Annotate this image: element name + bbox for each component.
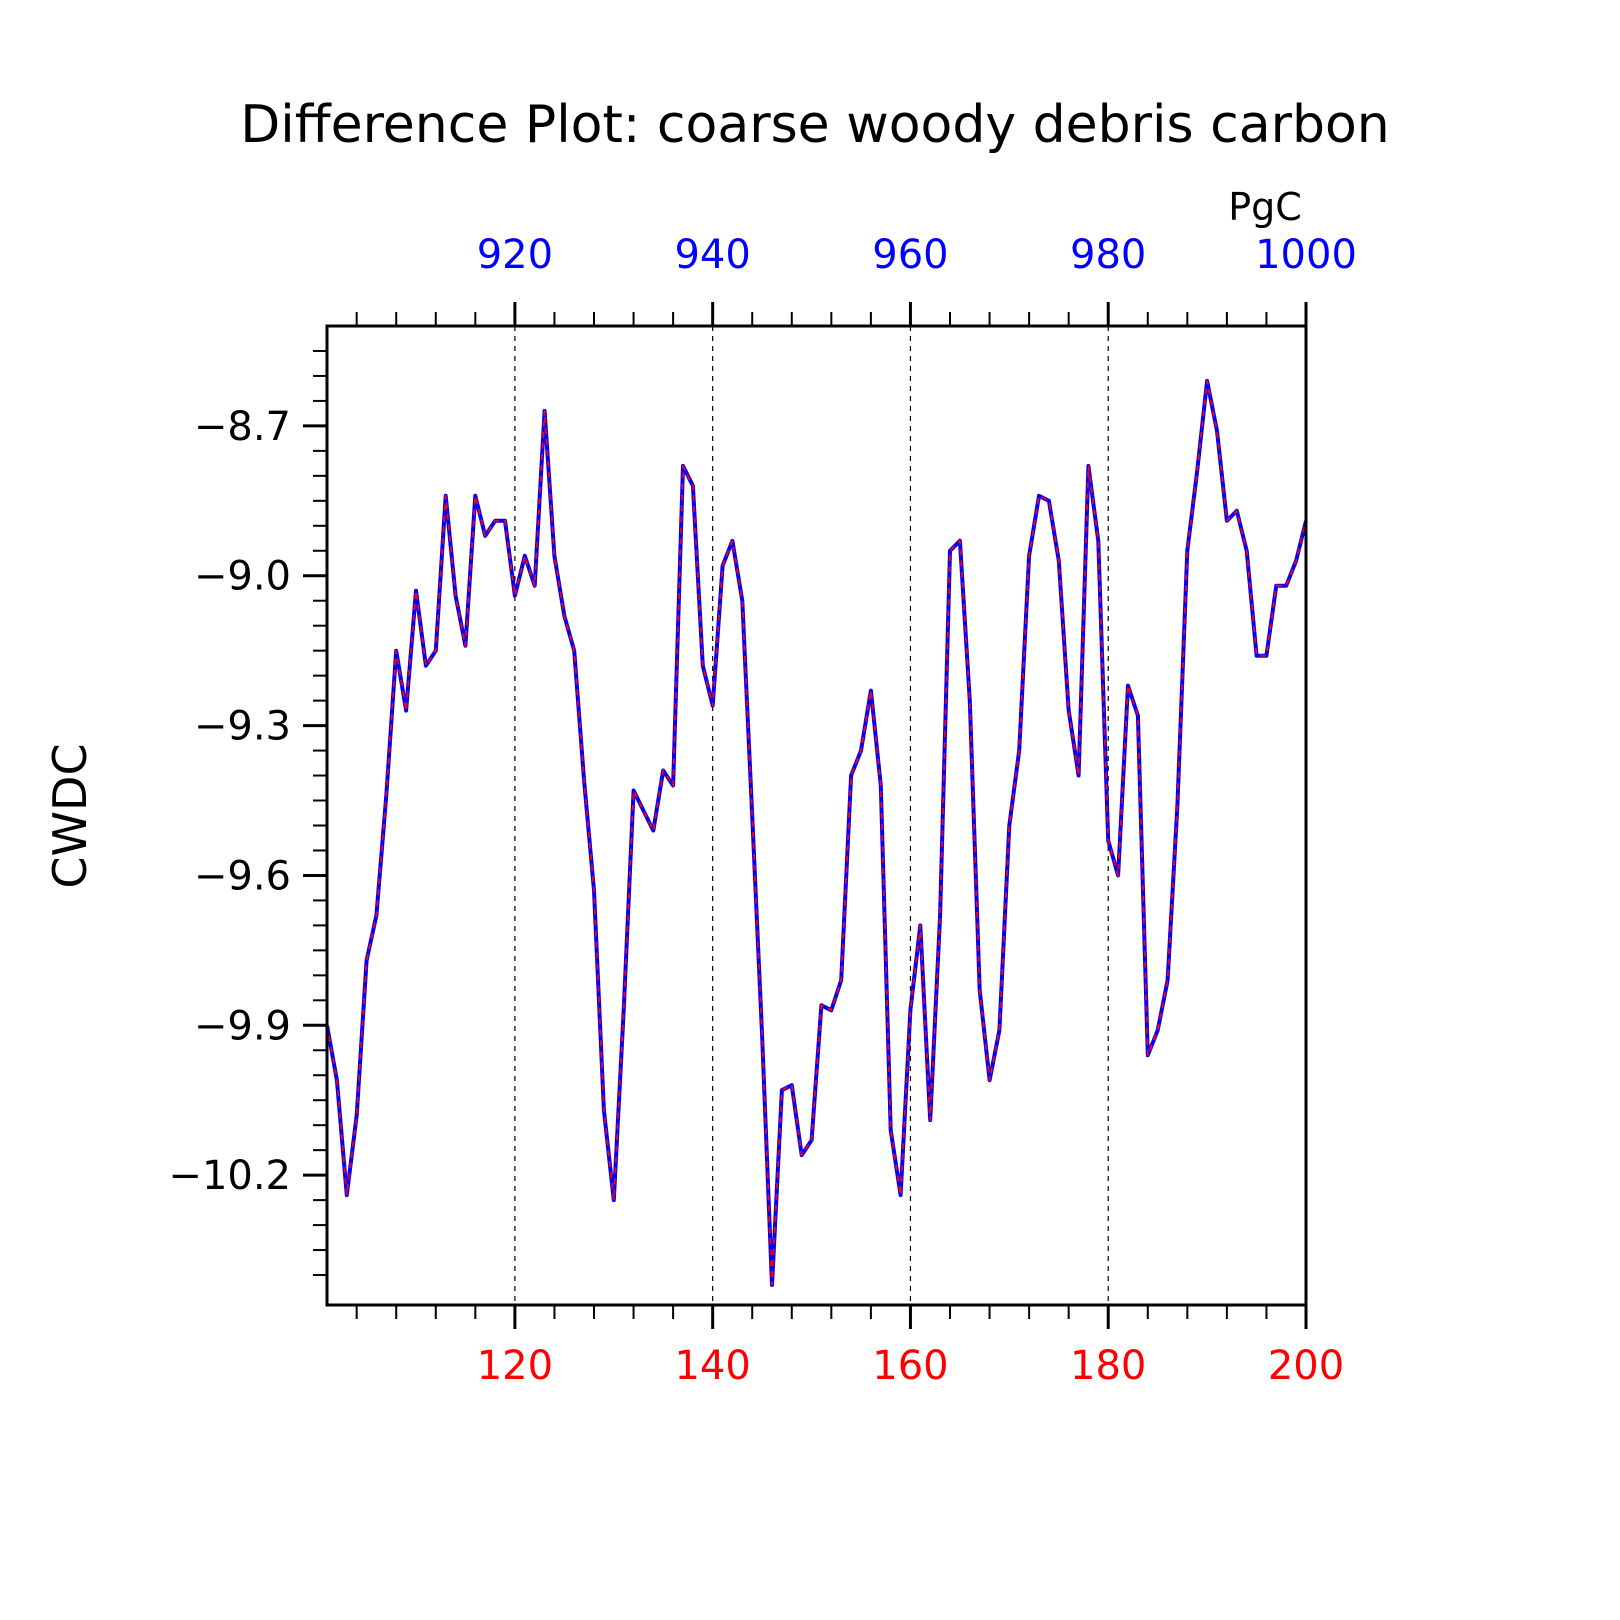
units-label: PgC	[1228, 185, 1302, 229]
y-tick-label: −9.0	[194, 554, 291, 600]
y-tick-label: −8.7	[194, 404, 291, 450]
y-tick-label: −10.2	[168, 1153, 291, 1199]
vertical-grid	[514, 326, 1109, 1305]
y-axis-label: CWDC	[43, 743, 97, 888]
top-tick-label: 920	[477, 232, 553, 278]
x-tick-label: 180	[1070, 1343, 1146, 1389]
plot-frame	[325, 324, 1308, 1307]
x-tick-label: 140	[674, 1343, 750, 1389]
x-tick-label: 160	[872, 1343, 948, 1389]
chart-title: Difference Plot: coarse woody debris car…	[240, 95, 1389, 155]
axis-ticks	[303, 302, 1308, 1329]
y-tick-label: −9.6	[194, 853, 291, 899]
y-tick-label: −9.3	[194, 704, 291, 750]
series-group	[325, 378, 1308, 1287]
series-line-red	[326, 379, 1307, 1286]
x-tick-label: 120	[477, 1343, 553, 1389]
top-tick-label: 940	[674, 232, 750, 278]
top-tick-label: 1000	[1255, 232, 1357, 278]
x-tick-label: 200	[1268, 1343, 1344, 1389]
tick-labels: −8.7 −9.0 −9.3 −9.6 −9.9 −10.2 120 140 160 180 200…	[168, 232, 1356, 1389]
top-tick-label: 980	[1070, 232, 1146, 278]
top-tick-label: 960	[872, 232, 948, 278]
y-tick-label: −9.9	[194, 1003, 291, 1049]
